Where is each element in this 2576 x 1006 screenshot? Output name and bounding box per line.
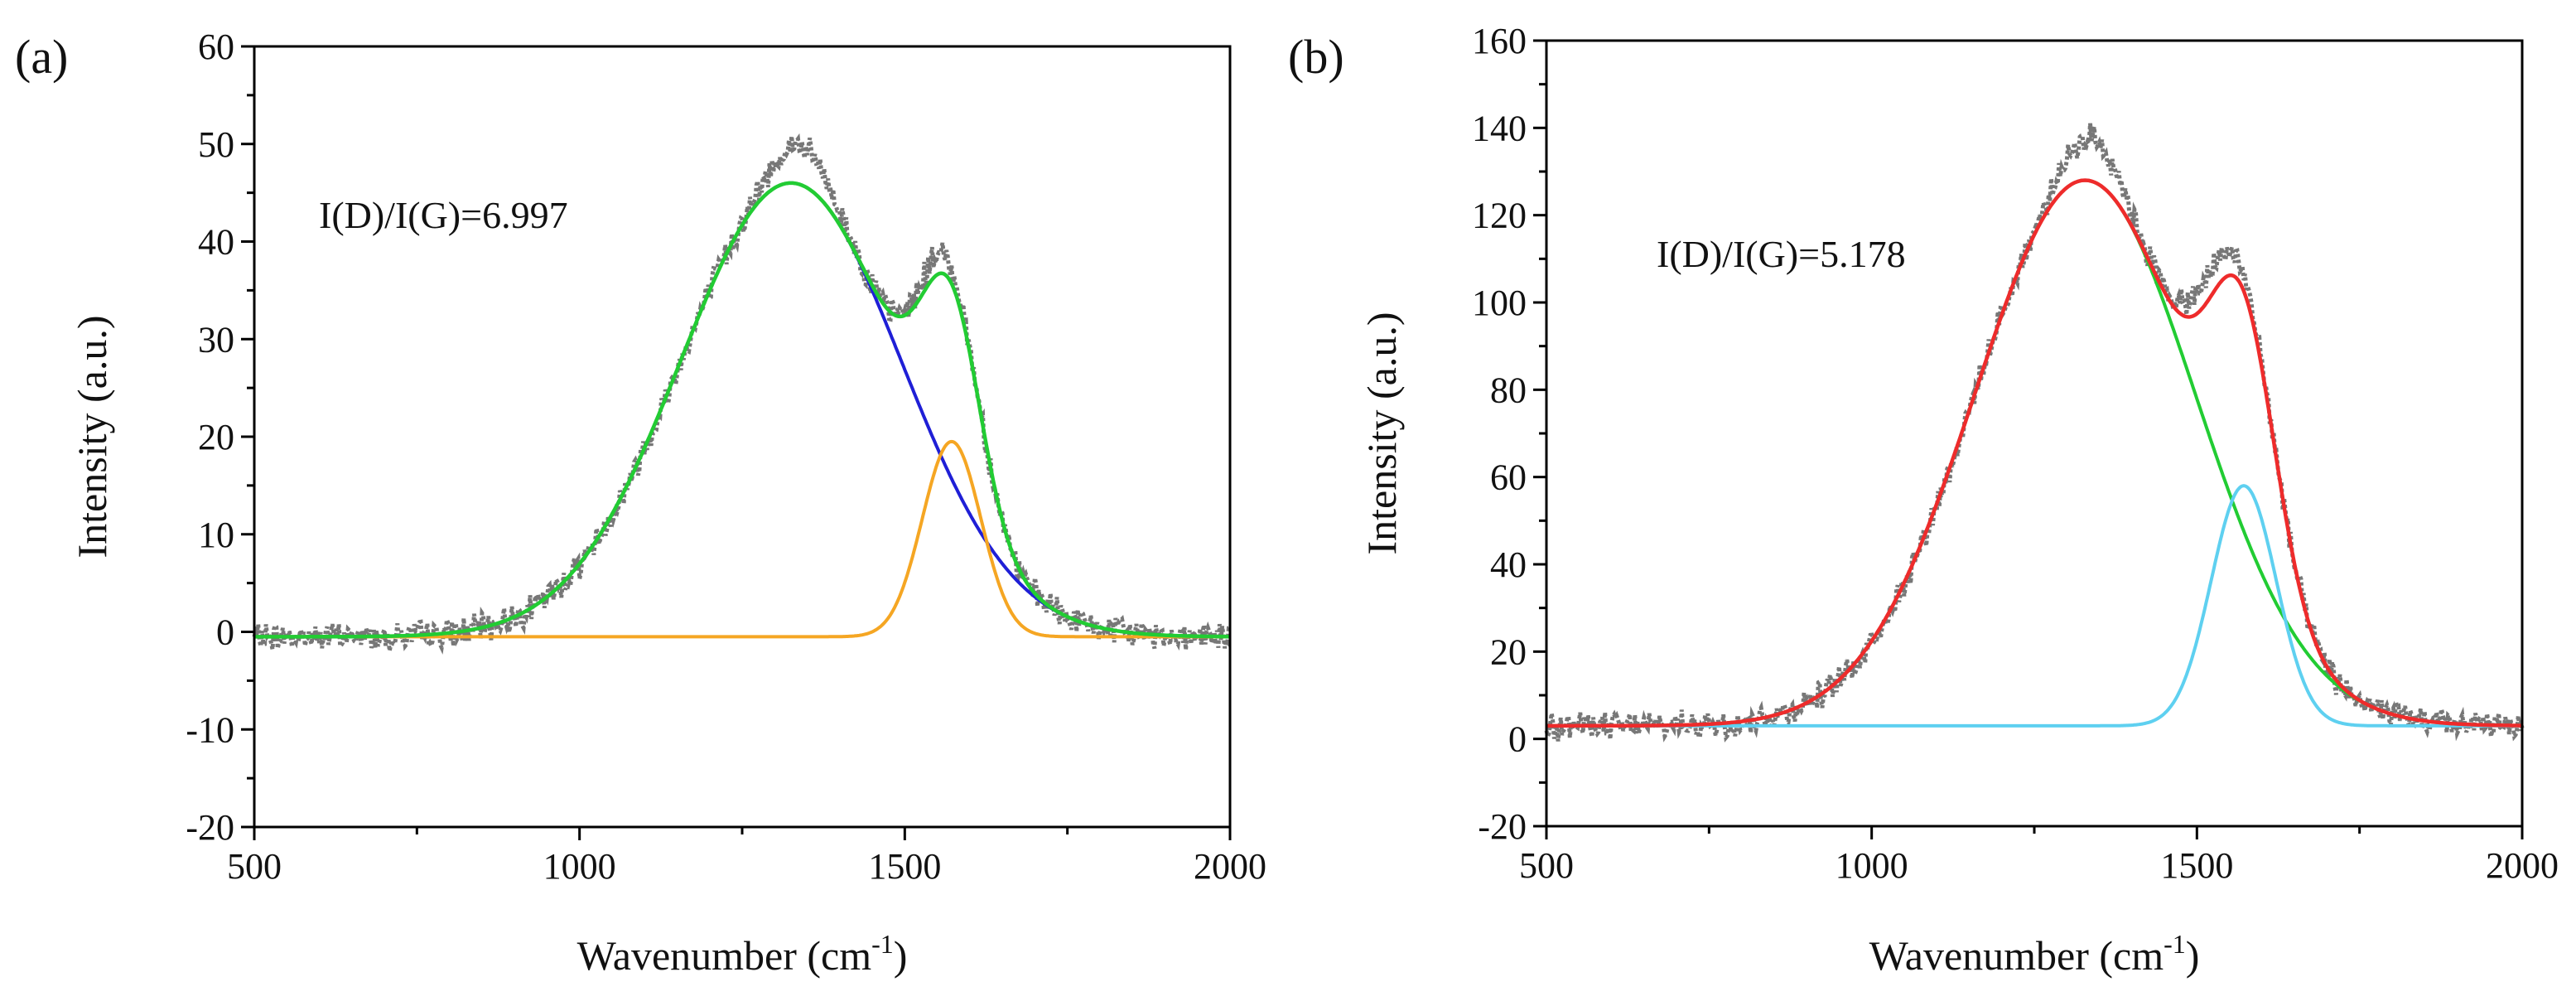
g-band-curve <box>254 439 1230 639</box>
panel-a-frame <box>253 45 1232 829</box>
d-band-curve <box>254 181 1230 639</box>
y-tick-label: 30 <box>198 319 234 360</box>
y-tick-label: -20 <box>186 807 234 848</box>
x-tick-label: 1500 <box>868 846 941 887</box>
y-tick-label: -20 <box>1478 806 1527 847</box>
panel-b-x-axis: 500 1000 1500 2000 <box>1519 826 2559 886</box>
x-tick-label: 2000 <box>1194 846 1266 887</box>
x-tick-label: 500 <box>227 846 282 887</box>
y-tick-label: 20 <box>198 417 234 457</box>
panel-b-annotation: I(D)/I(G)=5.178 <box>1657 233 1906 275</box>
x-tick-label: 1000 <box>543 846 616 887</box>
y-tick-label: 60 <box>1490 457 1527 498</box>
panel-b-xlabel-sup: -1 <box>2164 929 2186 959</box>
panel-a-xlabel-main: Wavenumber (cm <box>577 932 872 979</box>
panel-b-label: (b) <box>1288 30 1344 84</box>
y-tick-label: 140 <box>1472 108 1527 148</box>
cumulative-fit-curve <box>254 181 1230 639</box>
panel-a-xlabel: Wavenumber (cm-1) <box>577 929 908 979</box>
panel-a-label: (a) <box>15 30 68 84</box>
y-tick-label: 0 <box>216 612 234 653</box>
panel-a-ylabel: Intensity (a.u.) <box>69 316 115 559</box>
panel-a-xlabel-end: ) <box>894 932 908 979</box>
x-tick-label: 1000 <box>1836 845 1908 886</box>
y-tick-label: 60 <box>198 27 234 67</box>
panel-a-y-axis: -20 -10 0 10 20 30 40 50 60 <box>186 27 254 848</box>
panel-b: (b) -20 0 20 40 60 80 100 120 140 160 500 1000 1500… <box>1288 21 2559 979</box>
panel-b-ylabel: Intensity (a.u.) <box>1358 312 1405 555</box>
panel-a-annotation: I(D)/I(G)=6.997 <box>319 194 568 236</box>
panel-b-plot <box>1544 123 2525 743</box>
y-tick-label: 20 <box>1490 631 1527 672</box>
cumulative-fit-curve <box>1546 178 2522 728</box>
y-tick-label: 40 <box>198 222 234 263</box>
x-tick-label: 500 <box>1519 845 1574 886</box>
panel-b-xlabel: Wavenumber (cm-1) <box>1869 929 2200 979</box>
y-tick-label: 100 <box>1472 283 1527 323</box>
raw-spectrum <box>252 133 1231 655</box>
g-band-curve <box>1546 484 2522 728</box>
panel-a-xlabel-sup: -1 <box>871 929 894 959</box>
y-tick-label: 80 <box>1490 370 1527 410</box>
x-tick-label: 1500 <box>2160 845 2233 886</box>
y-tick-label: 40 <box>1490 544 1527 585</box>
raw-spectrum <box>1544 123 2525 743</box>
y-tick-label: 120 <box>1472 196 1527 236</box>
panel-b-xlabel-main: Wavenumber (cm <box>1869 932 2164 979</box>
panel-b-y-axis: -20 0 20 40 60 80 100 120 140 160 <box>1472 21 1546 847</box>
y-tick-label: 160 <box>1472 21 1527 61</box>
x-tick-label: 2000 <box>2486 845 2559 886</box>
y-tick-label: -10 <box>186 709 234 750</box>
panel-a-plot <box>252 133 1231 655</box>
panel-b-xlabel-end: ) <box>2186 932 2200 979</box>
panel-a-x-axis: 500 1000 1500 2000 <box>227 827 1266 887</box>
y-tick-label: 10 <box>198 515 234 555</box>
y-tick-label: 50 <box>198 124 234 165</box>
y-tick-label: 0 <box>1508 719 1527 760</box>
